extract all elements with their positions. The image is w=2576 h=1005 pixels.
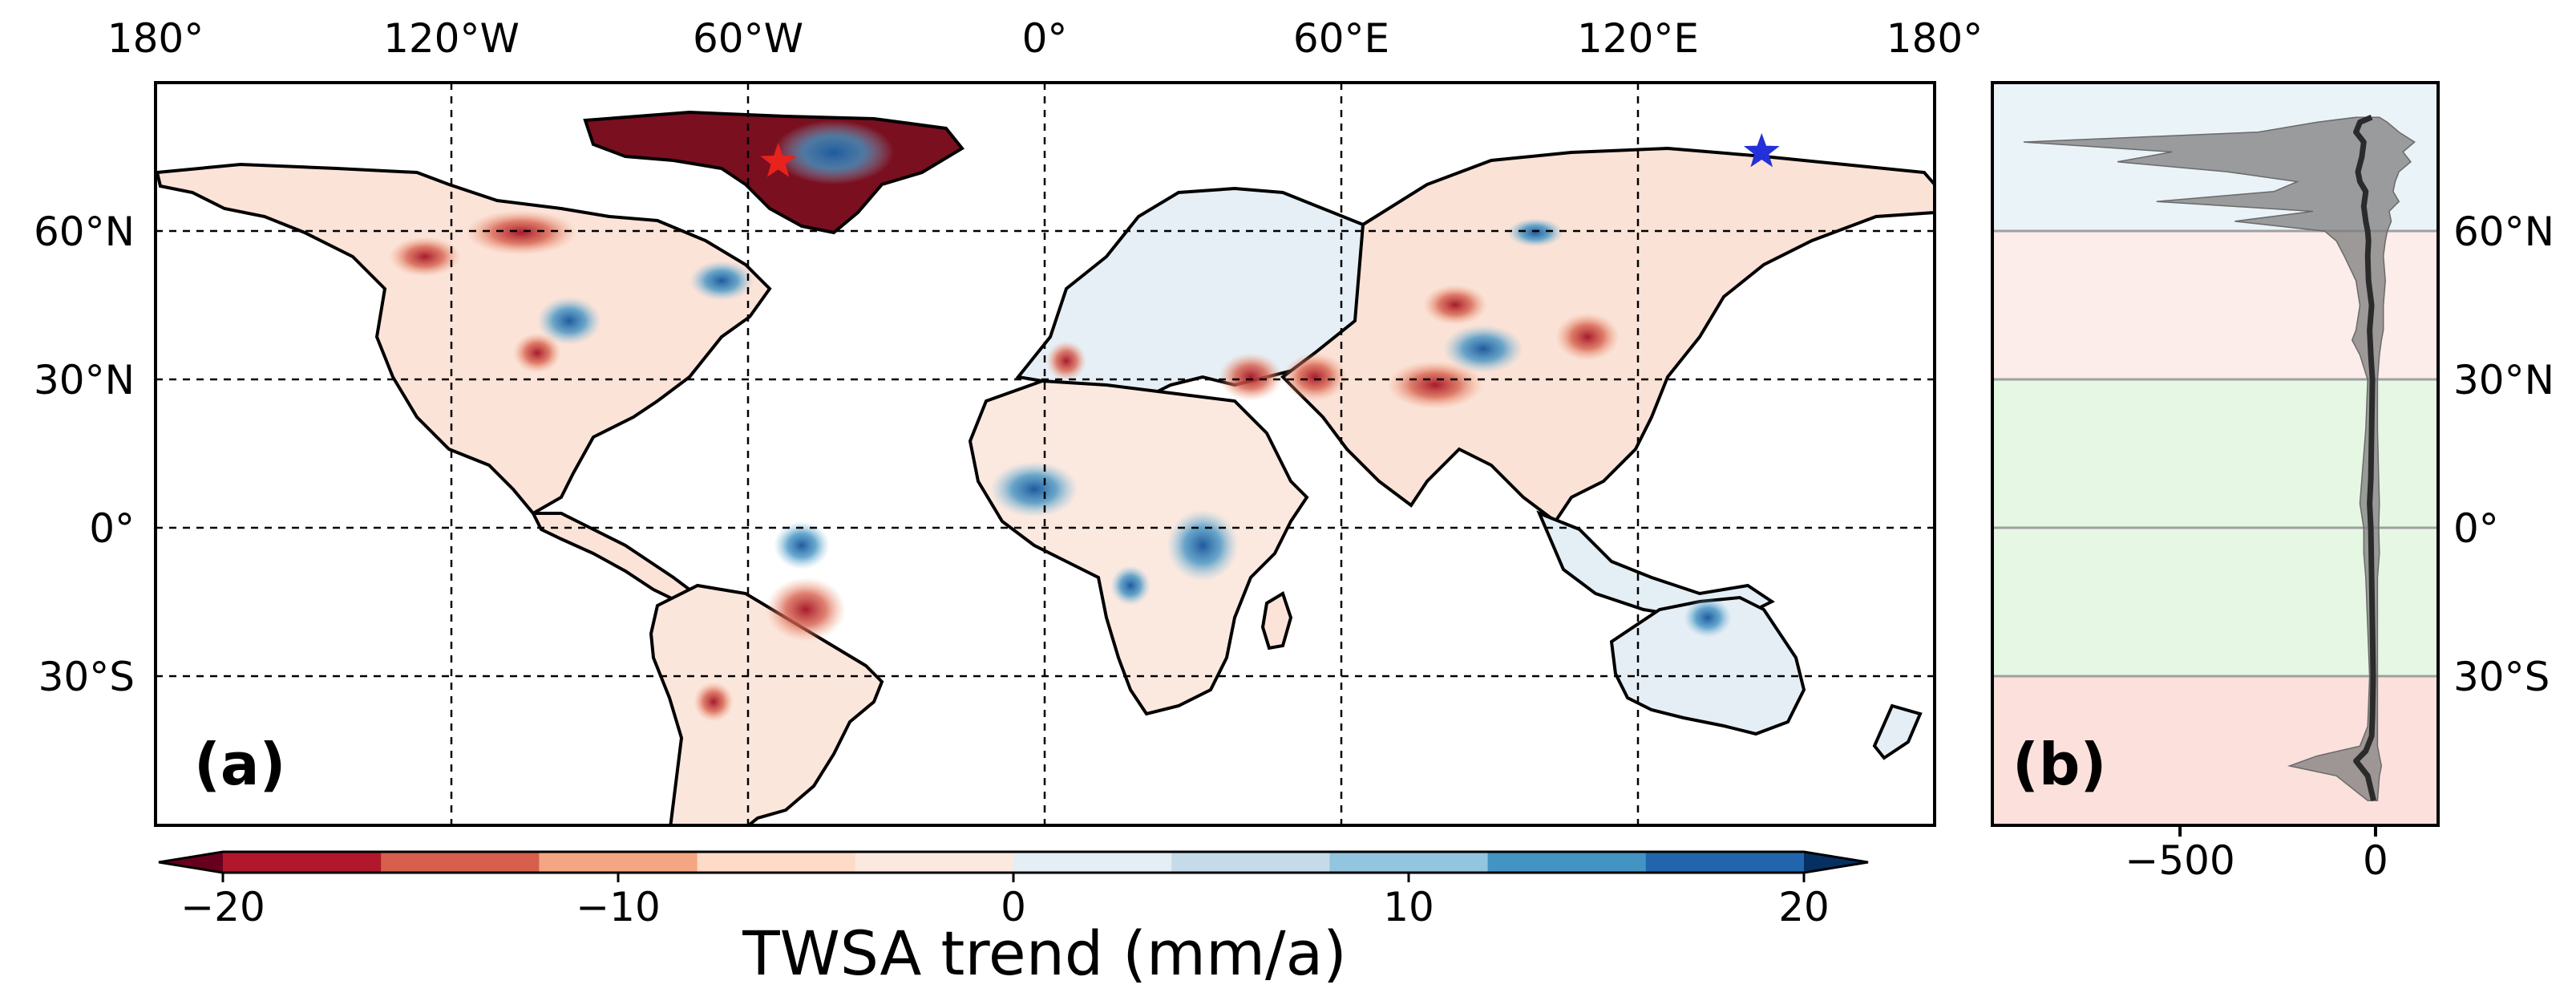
colorbar: −20 −10 0 10 20 TWSA trend (mm/a) <box>158 850 1869 989</box>
colorbar-segment <box>1329 852 1489 873</box>
x-tick-label-0: 0 <box>2363 837 2388 884</box>
lon-tick-120w: 120°W <box>383 15 520 62</box>
north-america <box>156 162 772 516</box>
trend-hotspots <box>389 120 1732 722</box>
colorbar-segments <box>159 852 1868 873</box>
profile-frame <box>1991 81 2440 827</box>
colorbar-segment <box>223 852 382 873</box>
map-markers <box>760 132 1780 177</box>
colorbar-segment <box>855 852 1014 873</box>
map-gridlines <box>156 83 1935 825</box>
lat-tick-60n: 60°N <box>34 209 135 255</box>
colorbar-extend-low <box>159 852 223 873</box>
colorbar-tick-label: 20 <box>1778 884 1830 930</box>
longitude-tick-labels: 180° 120°W 60°W 0° 60°E 120°E 180° <box>107 15 1983 62</box>
africa <box>968 379 1309 716</box>
colorbar-title: TWSA trend (mm/a) <box>742 918 1347 989</box>
madagascar <box>1260 591 1293 650</box>
maritime-southeast-asia <box>1536 510 1775 619</box>
land-masses <box>156 110 1935 825</box>
profile-lat-tick-30s: 30°S <box>2453 654 2550 700</box>
profile-lat-tick-60n: 60°N <box>2453 209 2554 255</box>
lon-tick-120e: 120°E <box>1577 15 1699 62</box>
lon-tick-60e: 60°E <box>1293 15 1389 62</box>
south-america <box>649 583 884 825</box>
colorbar-segment <box>1487 852 1647 873</box>
colorbar-tick-label: −10 <box>576 884 661 930</box>
red-star-marker <box>760 143 797 177</box>
colorbar-segment <box>381 852 540 873</box>
blue-star-marker <box>1743 132 1780 168</box>
colorbar-tick-label: 10 <box>1383 884 1434 930</box>
profile-x-axis: −500 0 <box>2125 825 2388 884</box>
panel-a-label: (a) <box>194 731 285 798</box>
profile-panel: 60°N 30°N 0° 30°S −500 0 (b) <box>1991 81 2554 884</box>
lon-tick-180e: 180° <box>1887 15 1983 62</box>
lon-tick-180w: 180° <box>107 15 204 62</box>
profile-lat-tick-0: 0° <box>2453 505 2499 552</box>
australia <box>1609 595 1806 736</box>
lon-tick-0: 0° <box>1022 15 1068 62</box>
colorbar-segment <box>1171 852 1330 873</box>
lat-tick-30s: 30°S <box>38 654 135 700</box>
colorbar-tick-label: −20 <box>180 884 265 930</box>
profile-spread-area <box>2023 116 2416 801</box>
x-tick-label-minus500: −500 <box>2125 837 2234 884</box>
new-zealand <box>1872 703 1923 760</box>
map-frame <box>154 81 1936 827</box>
panel-b-label: (b) <box>2012 731 2106 798</box>
lon-tick-60w: 60°W <box>693 15 803 62</box>
lat-tick-0: 0° <box>89 505 135 552</box>
map-panel: 180° 120°W 60°W 0° 60°E 120°E 180° 60°N … <box>34 15 1983 827</box>
latitude-tick-labels-left: 60°N 30°N 0° 30°S <box>34 209 135 700</box>
colorbar-segment <box>539 852 698 873</box>
latitude-tick-labels-right: 60°N 30°N 0° 30°S <box>2453 209 2554 700</box>
colorbar-segment <box>697 852 856 873</box>
colorbar-ticks: −20 −10 0 10 20 <box>180 873 1830 930</box>
colorbar-segment <box>1645 852 1805 873</box>
colorbar-extend-high <box>1804 852 1868 873</box>
lat-tick-30n: 30°N <box>34 357 135 403</box>
colorbar-tick-label: 0 <box>1001 884 1026 930</box>
profile-mean-line <box>2353 114 2376 801</box>
colorbar-segment <box>1013 852 1172 873</box>
profile-lat-tick-30n: 30°N <box>2453 357 2554 403</box>
